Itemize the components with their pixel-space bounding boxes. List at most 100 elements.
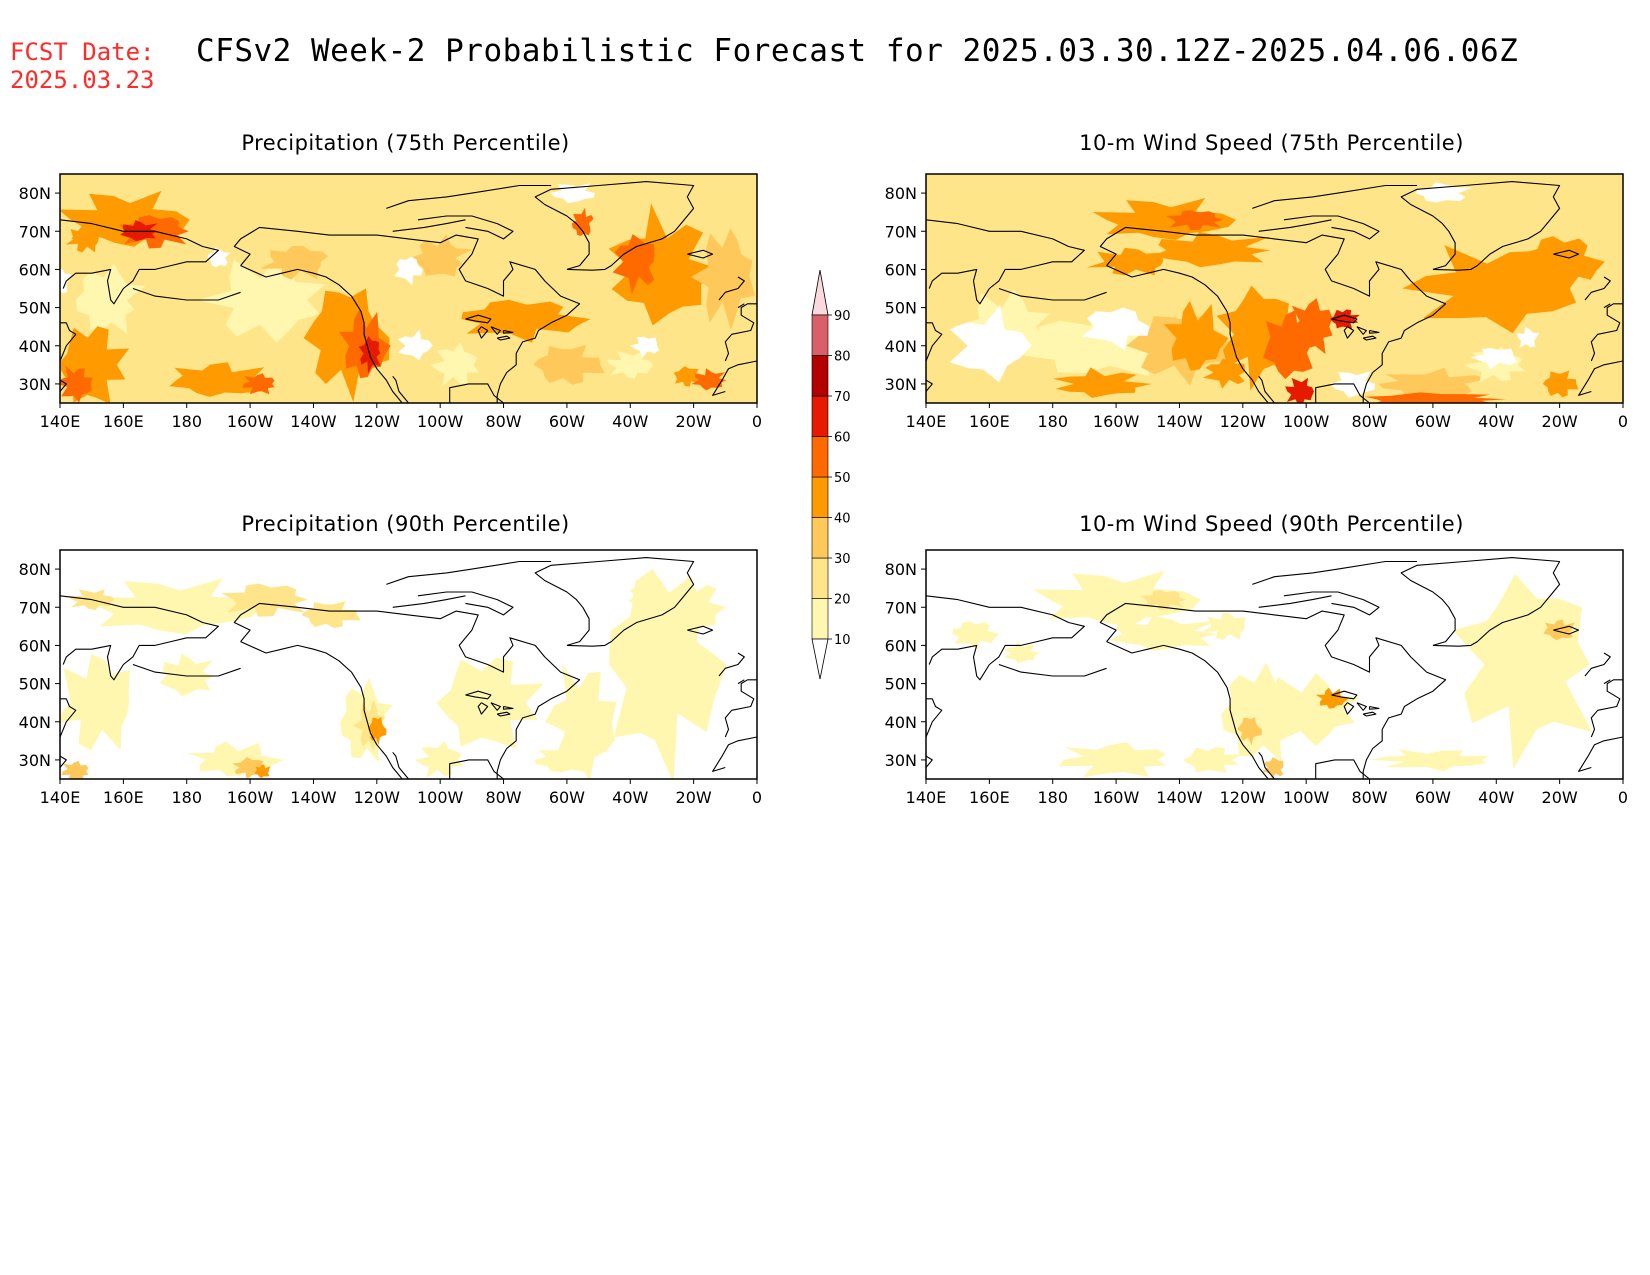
colorbar-band — [811, 517, 829, 559]
field-contour — [1139, 590, 1186, 610]
coastline — [1584, 276, 1611, 301]
coastline — [1578, 360, 1623, 396]
field-contour — [254, 764, 271, 779]
coastline — [712, 736, 757, 772]
coastlines — [60, 557, 757, 779]
field-contour — [1522, 236, 1605, 294]
lat-tick-label: 80N — [19, 184, 51, 203]
panel-title-precip90: Precipitation (90th Percentile) — [241, 512, 570, 536]
coastline — [712, 360, 757, 396]
field-contour — [571, 207, 594, 236]
field-contour — [1370, 749, 1490, 772]
lon-tick-label: 180 — [171, 412, 202, 431]
map-frame — [59, 549, 758, 780]
coastline — [132, 287, 241, 301]
coastlines — [926, 557, 1623, 779]
lon-tick-label: 60W — [1415, 412, 1451, 431]
field-contour — [534, 743, 600, 773]
lon-tick-label: 0 — [752, 412, 762, 431]
lon-tick-label: 60W — [549, 412, 585, 431]
lon-tick-label: 20W — [676, 412, 712, 431]
coastline — [465, 314, 492, 324]
field-contour — [1151, 231, 1271, 268]
coastline — [449, 759, 504, 779]
lon-tick-label: 80W — [1351, 412, 1387, 431]
coastline — [1362, 711, 1377, 717]
colorbar-label: 20 — [834, 593, 851, 608]
field-contour — [533, 344, 605, 385]
coastline — [926, 595, 1085, 681]
field-contour — [673, 366, 702, 387]
colorbar-band — [811, 436, 829, 478]
coastline — [737, 303, 745, 309]
coastline — [926, 379, 933, 392]
field-contour — [82, 578, 262, 635]
field-contour — [628, 582, 660, 613]
field-contour — [606, 351, 653, 379]
coastline — [392, 595, 466, 608]
lon-tick-label: 160E — [103, 412, 144, 431]
field-contour — [1163, 300, 1229, 371]
coastline — [1343, 326, 1355, 339]
lat-tick-label: 40N — [885, 713, 917, 732]
lat-tick-label: 40N — [19, 713, 51, 732]
lat-tick-label: 30N — [885, 375, 917, 394]
coastline — [998, 287, 1107, 301]
lon-tick-label: 20W — [676, 788, 712, 807]
coastline — [687, 249, 714, 259]
coastline — [1099, 226, 1447, 403]
coastline — [502, 329, 514, 334]
lon-tick-label: 160W — [227, 412, 274, 431]
field-gap — [60, 267, 72, 294]
lat-tick-label: 60N — [885, 260, 917, 279]
coastline — [1252, 560, 1418, 585]
coastline — [534, 181, 695, 271]
field-contour — [1262, 757, 1284, 779]
coastline — [496, 335, 511, 341]
field-contour — [60, 365, 93, 403]
field-gap — [1470, 348, 1517, 370]
coastline — [1258, 219, 1332, 232]
field-contour — [1289, 298, 1333, 355]
coastline — [417, 215, 514, 240]
coastline — [1553, 249, 1580, 259]
coastline — [1343, 702, 1355, 715]
field-gap — [1081, 307, 1150, 351]
field-contour — [1201, 612, 1246, 640]
coastline — [60, 219, 219, 305]
colorbar-band — [811, 598, 829, 640]
coastline — [1590, 679, 1623, 738]
coastline — [1258, 595, 1332, 608]
coastline — [490, 702, 501, 711]
colorbar-band — [811, 355, 829, 397]
lon-tick-label: 80W — [1351, 788, 1387, 807]
colorbar-band — [811, 395, 829, 437]
coastline — [718, 652, 745, 677]
lat-tick-label: 60N — [19, 636, 51, 655]
field-contour — [690, 228, 756, 331]
lat-tick-label: 70N — [19, 598, 51, 617]
field-contour — [1086, 247, 1164, 276]
field-contour — [259, 245, 329, 280]
coastlines — [926, 181, 1623, 403]
colorbar-label: 60 — [834, 431, 851, 446]
lon-tick-label: 180 — [171, 788, 202, 807]
field-gap — [1516, 327, 1540, 348]
field-contour — [1330, 309, 1360, 329]
field-gap — [394, 256, 423, 286]
field-gap — [1415, 182, 1473, 203]
colorbar-band — [811, 476, 829, 518]
lat-tick-label: 50N — [19, 299, 51, 318]
lon-tick-label: 120W — [354, 412, 401, 431]
coastline — [534, 557, 695, 647]
lon-tick-label: 40W — [612, 788, 648, 807]
lon-tick-label: 60W — [1415, 788, 1451, 807]
field-contour — [1542, 370, 1579, 398]
coastline — [1315, 759, 1370, 779]
coastline — [60, 755, 67, 768]
lat-tick-label: 80N — [19, 560, 51, 579]
page-title: CFSv2 Week-2 Probabilistic Forecast for … — [196, 33, 1519, 69]
coastline — [1356, 702, 1367, 711]
lon-tick-label: 100W — [417, 788, 464, 807]
lon-tick-label: 160E — [969, 412, 1010, 431]
